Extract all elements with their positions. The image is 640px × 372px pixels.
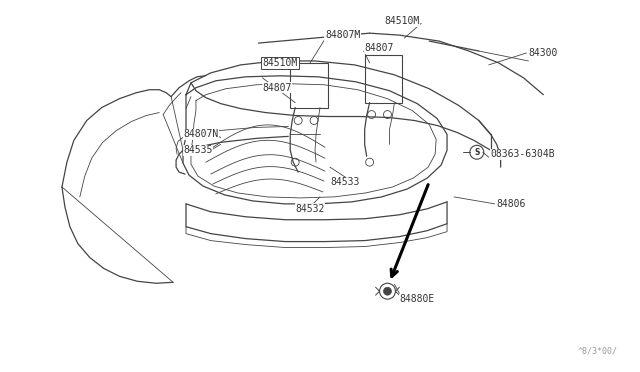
Bar (365, 55, 403, 103)
Text: ^8/3*00/: ^8/3*00/ (578, 347, 618, 356)
Text: 84807: 84807 (262, 83, 292, 93)
Text: 84533: 84533 (330, 177, 359, 187)
Bar (290, 63, 328, 108)
Text: 84807M: 84807M (325, 30, 360, 40)
Text: 84532: 84532 (295, 204, 324, 214)
Text: 84807N: 84807N (183, 129, 218, 140)
Text: 84300: 84300 (529, 48, 558, 58)
Text: 08363-6304B: 08363-6304B (491, 149, 556, 159)
Text: 84807: 84807 (365, 43, 394, 53)
Circle shape (383, 287, 392, 295)
Text: 84880E: 84880E (399, 294, 435, 304)
Text: 84510M: 84510M (262, 58, 298, 68)
Text: S: S (474, 148, 479, 157)
Text: 84535: 84535 (183, 145, 212, 155)
Text: 84806: 84806 (497, 199, 526, 209)
Text: 84510M: 84510M (385, 16, 420, 26)
